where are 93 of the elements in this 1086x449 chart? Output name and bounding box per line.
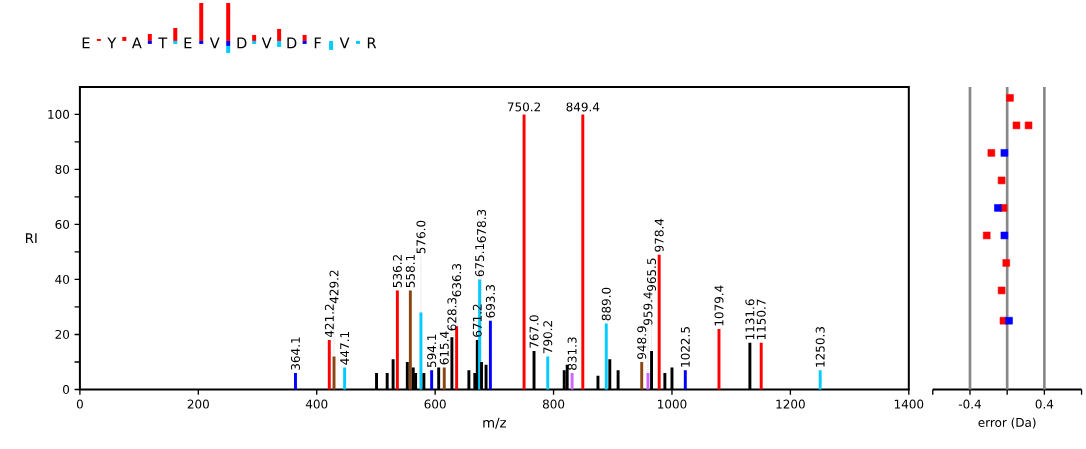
annotation: 790.2 xyxy=(543,320,553,354)
annotation: 615.4 xyxy=(439,331,449,365)
point xyxy=(1005,316,1013,325)
bar xyxy=(419,312,423,390)
x-tick-label: 600 xyxy=(424,399,446,409)
text: F xyxy=(314,37,321,49)
annotation: 1250.3 xyxy=(815,326,825,367)
bar xyxy=(442,367,446,390)
x-tick-label: 1200 xyxy=(776,399,805,409)
point xyxy=(1000,148,1009,157)
x-axis-title: error (Da) xyxy=(978,417,1036,429)
bar xyxy=(343,367,347,390)
annotation: 1022.5 xyxy=(680,326,690,367)
text: V xyxy=(339,37,350,49)
bar xyxy=(408,290,412,390)
point xyxy=(982,231,991,239)
bar xyxy=(657,254,661,390)
annotation: 1079.4 xyxy=(714,285,724,326)
x-tick-label: -0.4 xyxy=(958,399,981,409)
point xyxy=(997,286,1006,294)
point xyxy=(1000,231,1009,239)
bar xyxy=(640,361,644,390)
text: R xyxy=(367,37,377,49)
annotation: 576.0 xyxy=(416,220,426,254)
y-tick-label: 0 xyxy=(63,384,70,394)
x-tick-label: 400 xyxy=(305,399,328,409)
x-tick-label: 0 xyxy=(76,399,83,409)
annotation: 421.2 xyxy=(324,304,334,337)
text: T xyxy=(158,37,168,49)
text: Y xyxy=(107,37,117,49)
y-tick-label: 40 xyxy=(55,274,70,284)
text: A xyxy=(131,37,142,49)
annotation: 671.2 xyxy=(472,304,482,337)
y-tick-label: 100 xyxy=(48,109,70,119)
annotation: 636.3 xyxy=(452,263,462,297)
y-axis-title: RI xyxy=(25,233,37,243)
annotation: 364.1 xyxy=(290,337,300,370)
bar xyxy=(430,370,434,390)
annotation: 750.2 xyxy=(507,102,541,112)
text: D xyxy=(287,37,297,49)
y-tick-label: 20 xyxy=(55,329,70,339)
bar xyxy=(546,356,550,390)
annotation: 889.0 xyxy=(601,287,611,321)
bar xyxy=(759,342,763,390)
annotation: 1131.6 xyxy=(745,299,755,339)
annotation: 429.2 xyxy=(329,270,339,303)
text: V xyxy=(209,37,220,49)
bar xyxy=(646,372,650,390)
x-tick-label: 200 xyxy=(187,399,209,409)
bar xyxy=(522,114,526,390)
bar xyxy=(327,339,331,390)
annotation: 675.1 xyxy=(475,243,485,277)
text: E xyxy=(82,37,90,49)
annotation: 959.4 xyxy=(643,291,653,325)
annotation: 831.3 xyxy=(567,337,577,370)
point xyxy=(987,148,996,157)
point xyxy=(1002,259,1010,267)
y-tick-label: 80 xyxy=(55,164,70,174)
annotation: 1150.7 xyxy=(756,299,766,339)
annotation: 849.4 xyxy=(566,102,600,112)
annotation: 678.3 xyxy=(476,209,487,243)
text: D xyxy=(237,37,247,49)
bar xyxy=(488,320,492,390)
point xyxy=(997,176,1006,184)
annotation: 767.0 xyxy=(529,315,539,348)
annotation: 447.1 xyxy=(340,331,349,365)
annotation: 558.1 xyxy=(405,254,415,288)
annotation: 594.1 xyxy=(427,334,437,367)
point xyxy=(1006,93,1014,102)
annotation: 978.4 xyxy=(654,218,664,252)
bar xyxy=(818,370,822,390)
annotation: 628.3 xyxy=(447,297,457,331)
bar xyxy=(604,323,608,390)
x-tick-label: 0.4 xyxy=(1035,399,1054,409)
bar xyxy=(570,372,574,390)
bar xyxy=(294,372,297,390)
y-tick-label: 60 xyxy=(55,219,70,229)
point xyxy=(1012,121,1021,129)
bar xyxy=(581,114,585,390)
bar xyxy=(683,370,687,390)
bar xyxy=(395,290,399,390)
text: E xyxy=(184,37,192,49)
annotation: 536.2 xyxy=(392,254,402,288)
point xyxy=(994,203,1002,212)
annotation: 965.5 xyxy=(647,258,657,291)
text: V xyxy=(261,37,272,49)
x-axis-title: m/z xyxy=(483,417,506,429)
point xyxy=(1024,121,1033,129)
annotation: 948.9 xyxy=(637,326,647,359)
x-tick-label: 1000 xyxy=(658,399,687,409)
annotation: 693.3 xyxy=(485,284,495,318)
x-tick-label: 1400 xyxy=(894,399,924,409)
x-tick-label: 800 xyxy=(542,399,565,409)
